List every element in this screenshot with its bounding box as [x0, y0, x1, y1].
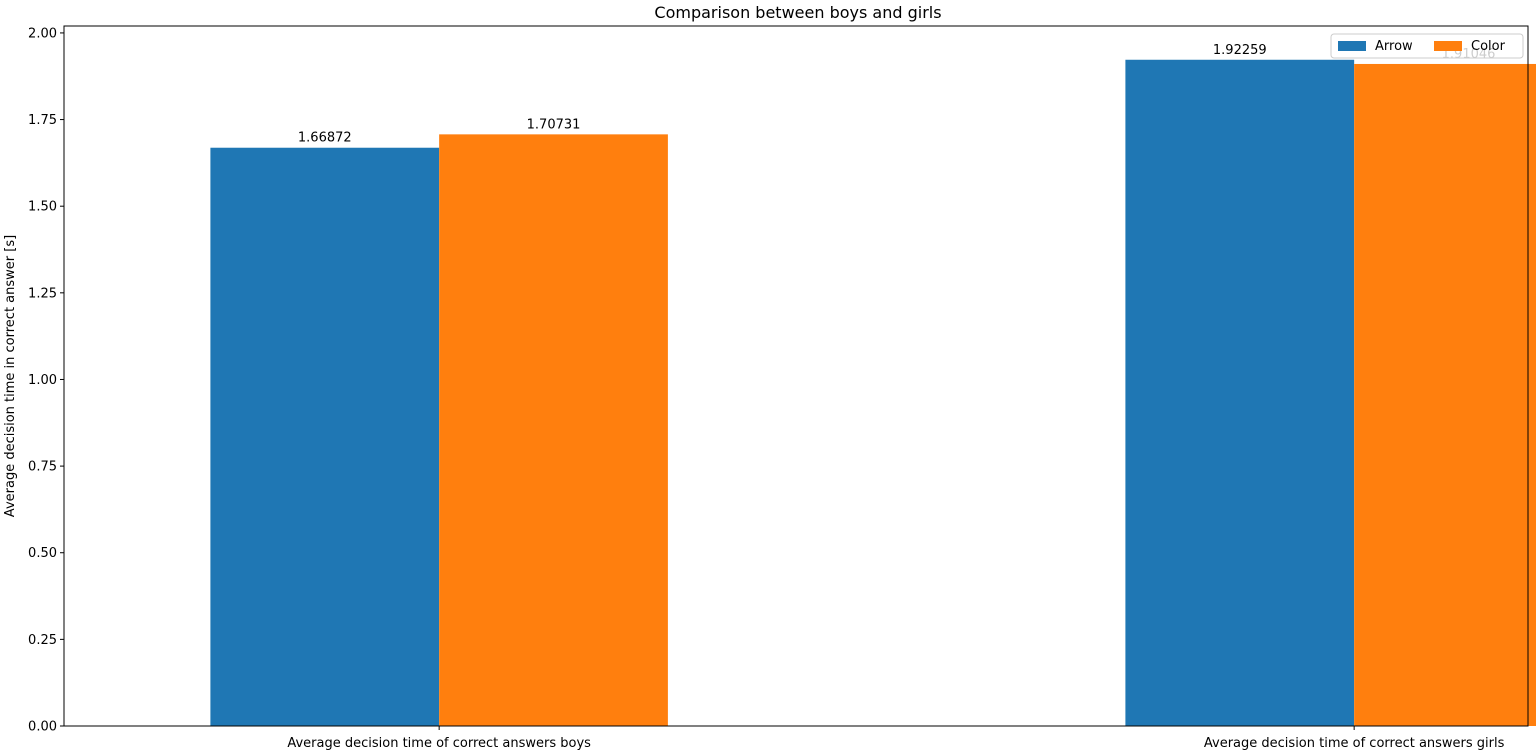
legend-swatch-arrow [1338, 41, 1366, 51]
x-axis: Average decision time of correct answers… [287, 726, 1505, 751]
y-tick-label: 0.75 [28, 460, 57, 475]
legend-label-color: Color [1471, 39, 1506, 54]
y-tick-label: 1.25 [28, 286, 57, 301]
y-tick-label: 0.00 [28, 720, 57, 735]
y-tick-label: 1.75 [28, 113, 57, 128]
y-tick-label: 1.50 [28, 200, 57, 215]
y-tick-label: 1.00 [28, 373, 57, 388]
x-tick-label: Average decision time of correct answers… [287, 736, 591, 751]
y-tick-label: 2.00 [28, 26, 57, 41]
bar-arrow-0 [210, 147, 440, 726]
legend: Arrow Color [1330, 33, 1524, 59]
chart-title: Comparison between boys and girls [654, 3, 941, 22]
legend-box [1330, 33, 1524, 59]
y-tick-label: 0.25 [28, 633, 57, 648]
data-label-color-0: 1.70731 [527, 117, 581, 132]
bar-color-0 [439, 134, 668, 727]
y-tick-label: 0.50 [28, 546, 57, 561]
y-axis: 0.00 0.25 0.50 0.75 1.00 1.25 1.50 1.75 2.00 [28, 26, 64, 735]
bar-arrow-1 [1125, 59, 1355, 727]
legend-label-arrow: Arrow [1375, 39, 1413, 54]
data-label-arrow-1: 1.92259 [1213, 43, 1267, 58]
legend-swatch-color [1434, 41, 1462, 51]
data-label-arrow-0: 1.66872 [298, 131, 352, 146]
axes-frame [63, 25, 1529, 727]
x-tick-label: Average decision time of correct answers… [1204, 736, 1505, 751]
bar-color-1 [1354, 63, 1536, 726]
y-axis-label: Average decision time in correct answer … [3, 235, 18, 517]
